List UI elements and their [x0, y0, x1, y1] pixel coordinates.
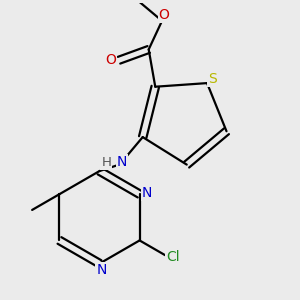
Text: S: S — [208, 72, 217, 86]
Text: Cl: Cl — [166, 250, 179, 264]
Text: N: N — [96, 263, 107, 277]
Text: N: N — [117, 155, 127, 170]
Text: O: O — [159, 8, 170, 22]
Text: H: H — [101, 156, 111, 169]
Text: N: N — [142, 186, 152, 200]
Text: O: O — [105, 53, 116, 67]
